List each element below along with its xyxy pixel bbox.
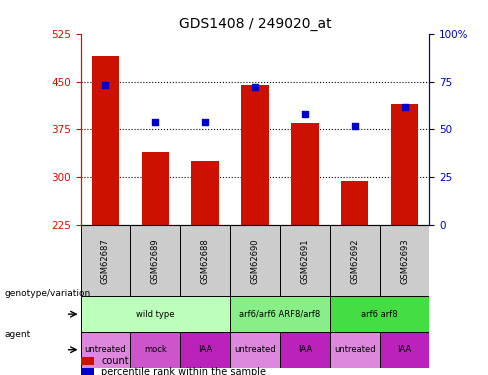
Text: IAA: IAA bbox=[298, 345, 312, 354]
Bar bbox=[130, 332, 180, 368]
Point bbox=[401, 104, 408, 110]
Bar bbox=[330, 332, 380, 368]
Text: IAA: IAA bbox=[397, 345, 412, 354]
Text: GSM62692: GSM62692 bbox=[350, 238, 359, 284]
Text: untreated: untreated bbox=[234, 345, 276, 354]
Text: GSM62693: GSM62693 bbox=[400, 238, 409, 284]
Text: count: count bbox=[102, 356, 129, 366]
Text: arf6/arf6 ARF8/arf8: arf6/arf6 ARF8/arf8 bbox=[239, 310, 321, 319]
Point bbox=[102, 82, 109, 88]
Bar bbox=[380, 332, 429, 368]
Bar bbox=[291, 123, 319, 225]
Bar bbox=[280, 225, 330, 296]
Point bbox=[151, 119, 159, 125]
Text: arf6 arf8: arf6 arf8 bbox=[361, 310, 398, 319]
Bar bbox=[330, 225, 380, 296]
Bar bbox=[230, 332, 280, 368]
Text: untreated: untreated bbox=[334, 345, 375, 354]
Point bbox=[351, 123, 359, 129]
Text: GSM62687: GSM62687 bbox=[101, 238, 110, 284]
Bar bbox=[81, 225, 130, 296]
Bar bbox=[130, 225, 180, 296]
Text: GSM62691: GSM62691 bbox=[300, 238, 309, 284]
Text: GSM62688: GSM62688 bbox=[201, 238, 210, 284]
Bar bbox=[81, 357, 95, 364]
Point bbox=[251, 84, 259, 90]
Bar bbox=[81, 368, 95, 375]
Bar bbox=[280, 332, 330, 368]
Text: genotype/variation: genotype/variation bbox=[5, 289, 91, 298]
Point bbox=[201, 119, 209, 125]
Text: GSM62690: GSM62690 bbox=[250, 238, 260, 284]
Bar bbox=[380, 225, 429, 296]
Bar bbox=[330, 296, 429, 332]
Bar bbox=[81, 332, 130, 368]
Text: mock: mock bbox=[144, 345, 167, 354]
Text: percentile rank within the sample: percentile rank within the sample bbox=[102, 367, 266, 375]
Point bbox=[301, 111, 309, 117]
Text: IAA: IAA bbox=[198, 345, 212, 354]
Bar bbox=[81, 296, 230, 332]
Bar bbox=[180, 332, 230, 368]
Bar bbox=[142, 152, 169, 225]
Bar bbox=[92, 56, 119, 225]
Text: GSM62689: GSM62689 bbox=[151, 238, 160, 284]
Bar bbox=[230, 296, 330, 332]
Text: wild type: wild type bbox=[136, 310, 175, 319]
Bar bbox=[180, 225, 230, 296]
Bar bbox=[391, 104, 418, 225]
Bar bbox=[341, 181, 368, 225]
Bar bbox=[191, 161, 219, 225]
Bar bbox=[230, 225, 280, 296]
Text: untreated: untreated bbox=[84, 345, 126, 354]
Title: GDS1408 / 249020_at: GDS1408 / 249020_at bbox=[179, 17, 331, 32]
Text: agent: agent bbox=[5, 330, 31, 339]
Bar bbox=[241, 85, 269, 225]
